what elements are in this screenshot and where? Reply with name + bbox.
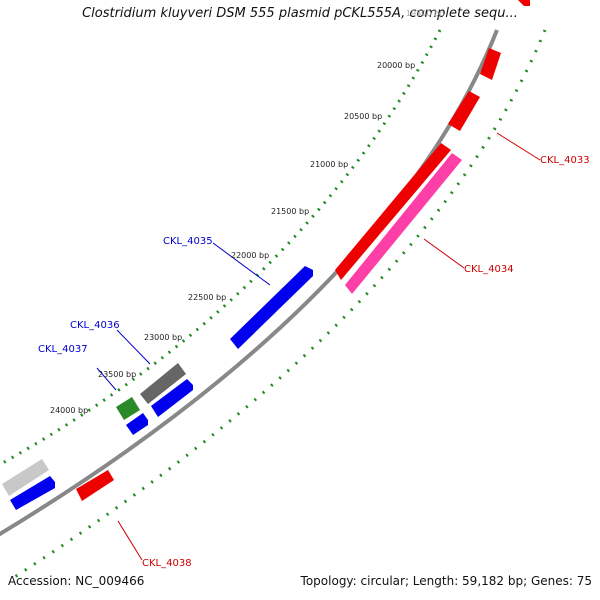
gene-label-ckl-4035[interactable]: CKL_4035 — [163, 236, 213, 247]
gene-ckl-4032[interactable] — [518, 0, 530, 6]
gene-ckl-4034-red[interactable] — [335, 143, 451, 280]
gene-ckl-4036[interactable] — [151, 379, 193, 417]
gene-label-ckl-4036[interactable]: CKL_4036 — [70, 320, 120, 331]
map-title: Clostridium kluyveri DSM 555 plasmid pCK… — [82, 6, 518, 21]
gene-ckl-4037[interactable] — [116, 397, 140, 420]
gene-ckl-4034[interactable] — [345, 153, 462, 294]
tick-label: 24000 bp — [50, 406, 88, 415]
tick-label: 20000 bp — [377, 61, 415, 70]
gene-ckl-4033a[interactable] — [480, 48, 501, 80]
forward-strand-genes — [2, 266, 313, 510]
outer-tick-ring — [9, 29, 547, 582]
tick-label: 22000 bp — [231, 251, 269, 260]
plasmid-backbone — [0, 29, 499, 537]
tick-label: 20500 bp — [344, 112, 382, 121]
tick-label: 22500 bp — [188, 293, 226, 302]
accession-text: Accession: NC_009466 — [8, 574, 145, 588]
reverse-strand-genes — [76, 0, 530, 501]
tick-label: 21000 bp — [310, 160, 348, 169]
gene-labels: CKL_4033 CKL_4034 CKL_4035 CKL_4036 CKL_… — [38, 155, 590, 569]
inner-tick-ring — [0, 29, 442, 467]
gene-label-ckl-4038[interactable]: CKL_4038 — [142, 558, 192, 569]
gene-label-ckl-4034[interactable]: CKL_4034 — [464, 264, 514, 275]
gene-label-ckl-4033[interactable]: CKL_4033 — [540, 155, 590, 166]
tick-labels: 19500 bp 20000 bp 20500 bp 21000 bp 2150… — [50, 9, 444, 415]
gene-blue-left[interactable] — [10, 476, 55, 510]
connector-ckl-4038 — [117, 520, 143, 561]
gene-light-grey[interactable] — [2, 459, 49, 496]
tick-label: 19500 bp — [406, 9, 444, 18]
gene-ckl-4035[interactable] — [230, 266, 313, 349]
connector-ckl-4035 — [212, 242, 271, 286]
connector-ckl-4034 — [423, 238, 465, 269]
summary-text: Topology: circular; Length: 59,182 bp; G… — [300, 574, 592, 588]
connector-ckl-4036 — [116, 329, 151, 365]
connector-ckl-4033 — [496, 132, 541, 161]
gene-ckl-4033[interactable] — [448, 91, 480, 131]
tick-label: 23500 bp — [98, 370, 136, 379]
tick-label: 21500 bp — [271, 207, 309, 216]
label-connectors — [96, 132, 541, 561]
gene-ckl-4038[interactable] — [76, 470, 114, 501]
connector-ckl-4037 — [96, 367, 117, 391]
gene-small-blue[interactable] — [126, 413, 148, 435]
tick-label: 23000 bp — [144, 333, 182, 342]
gene-ckl-4036-grey[interactable] — [140, 363, 186, 404]
gene-label-ckl-4037[interactable]: CKL_4037 — [38, 344, 88, 355]
